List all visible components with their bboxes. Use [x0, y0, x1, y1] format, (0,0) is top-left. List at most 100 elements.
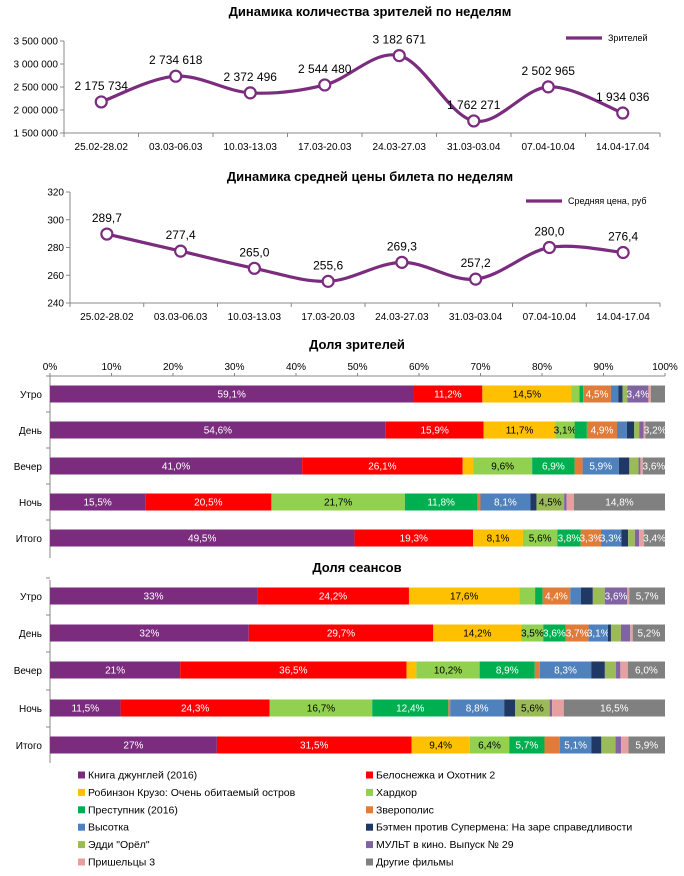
segment-label: 11,8%: [427, 498, 455, 509]
bar-segment: [564, 493, 567, 511]
x-tick-label: 70%: [470, 362, 490, 373]
row-label: Вечер: [14, 666, 43, 677]
bar-segment: [627, 661, 665, 679]
bar-segment: [482, 385, 572, 403]
bar-segment: [566, 493, 574, 511]
data-label: 2 175 734: [75, 79, 129, 93]
row-label: День: [19, 426, 42, 437]
bar-segment: [634, 529, 640, 547]
data-point: [321, 274, 335, 288]
segment-label: 59,1%: [218, 390, 246, 401]
x-tick-label: 25.02-28.02: [80, 312, 134, 323]
bar-segment: [50, 587, 258, 605]
segment-label: 14,5%: [513, 390, 541, 401]
segment-label: 6,0%: [635, 666, 658, 677]
bar-segment: [549, 699, 553, 717]
data-point: [243, 86, 257, 100]
bar-segment: [542, 587, 571, 605]
x-tick-label: 17.03-20.03: [298, 142, 352, 153]
bar-segment: [626, 421, 635, 439]
bar-segment: [604, 587, 628, 605]
data-point: [541, 80, 555, 94]
bar-segment: [645, 421, 665, 439]
data-point: [392, 48, 406, 63]
bar-segment: [557, 529, 581, 547]
data-label: 269,3: [387, 239, 417, 253]
legend-swatch: [78, 858, 85, 866]
price-line-chart: Динамика средней цены билета по неделям 2…: [47, 169, 661, 323]
segment-label: 3,3%: [600, 534, 623, 545]
data-point: [174, 244, 188, 258]
bar-segment: [574, 421, 587, 439]
x-tick-label: 0%: [43, 362, 58, 373]
segment-label: 20,5%: [194, 498, 222, 509]
sessions-share-bar-chart: Доля сеансов Утро 33% 24,2% 17,6% 4,4% 3,6% 5,7…: [14, 560, 665, 763]
bar-segment: [583, 385, 611, 403]
bar-segment: [643, 421, 646, 439]
bar-segment: [634, 421, 640, 439]
bar-segment: [559, 736, 592, 754]
bar-segment: [534, 661, 540, 679]
data-point: [94, 95, 108, 109]
bar-segment: [180, 661, 407, 679]
data-label: 1 762 271: [447, 98, 501, 112]
segment-label: 24,3%: [181, 704, 209, 715]
legend-label: Бэтмен против Супермена: На заре справед…: [376, 822, 632, 834]
bar-segment: [591, 661, 605, 679]
y-tick-label: 320: [47, 188, 64, 199]
data-label: 255,6: [313, 258, 343, 272]
segment-label: 16,5%: [600, 704, 628, 715]
segment-label: 5,6%: [521, 704, 544, 715]
bar-segment: [480, 493, 531, 511]
data-point: [395, 255, 409, 269]
bar-segment: [580, 587, 593, 605]
bar-segment: [582, 457, 619, 475]
x-tick-label: 31.03-03.04: [447, 142, 501, 153]
data-point: [169, 69, 183, 83]
bar-segment: [592, 587, 605, 605]
data-label: 2 502 965: [522, 64, 576, 78]
bar-segment: [639, 421, 644, 439]
bar-segment: [638, 457, 641, 475]
segment-label: 26,1%: [368, 462, 396, 473]
segment-label: 3,6%: [543, 629, 566, 640]
legend-swatch: [366, 823, 373, 831]
bar-segment: [257, 587, 409, 605]
bar-segment: [565, 624, 589, 642]
segment-label: 8,3%: [554, 666, 577, 677]
bar-segment: [601, 736, 616, 754]
bar-segment: [630, 624, 633, 642]
legend-label: Зверополис: [376, 804, 434, 816]
x-tick-label: 10%: [101, 362, 121, 373]
legend-label: Белоснежка и Охотник 2: [376, 770, 495, 782]
bar-segment: [617, 421, 627, 439]
segment-label: 14,2%: [463, 629, 491, 640]
bar-segment: [642, 457, 665, 475]
bar-segment: [504, 699, 516, 717]
y-tick-label: 1 500 000: [14, 129, 59, 140]
bar-segment: [544, 736, 560, 754]
row-label: Ночь: [19, 498, 42, 509]
bar-segment: [483, 421, 556, 439]
bar-segment: [644, 529, 665, 547]
bar-segment: [522, 529, 558, 547]
data-point: [247, 261, 261, 275]
data-label: 276,4: [608, 229, 638, 243]
bar-segment: [628, 529, 635, 547]
bar-segment: [406, 661, 417, 679]
bar-segment: [574, 457, 583, 475]
segment-label: 9,6%: [491, 462, 514, 473]
x-tick-label: 17.03-20.03: [301, 312, 355, 323]
bar-segment: [216, 736, 412, 754]
segment-label: 5,7%: [636, 592, 659, 603]
segment-label: 4,5%: [586, 390, 609, 401]
segment-label: 5,7%: [515, 741, 538, 752]
bar-segment: [271, 493, 405, 511]
legend-label: Робинзон Крузо: Очень обитаемый остров: [88, 787, 296, 799]
x-tick-label: 14.04-17.04: [596, 312, 650, 323]
legend-swatch: [366, 788, 373, 796]
bar-segment: [50, 624, 249, 642]
data-label: 289,7: [92, 211, 122, 225]
row-label: Вечер: [14, 462, 43, 473]
